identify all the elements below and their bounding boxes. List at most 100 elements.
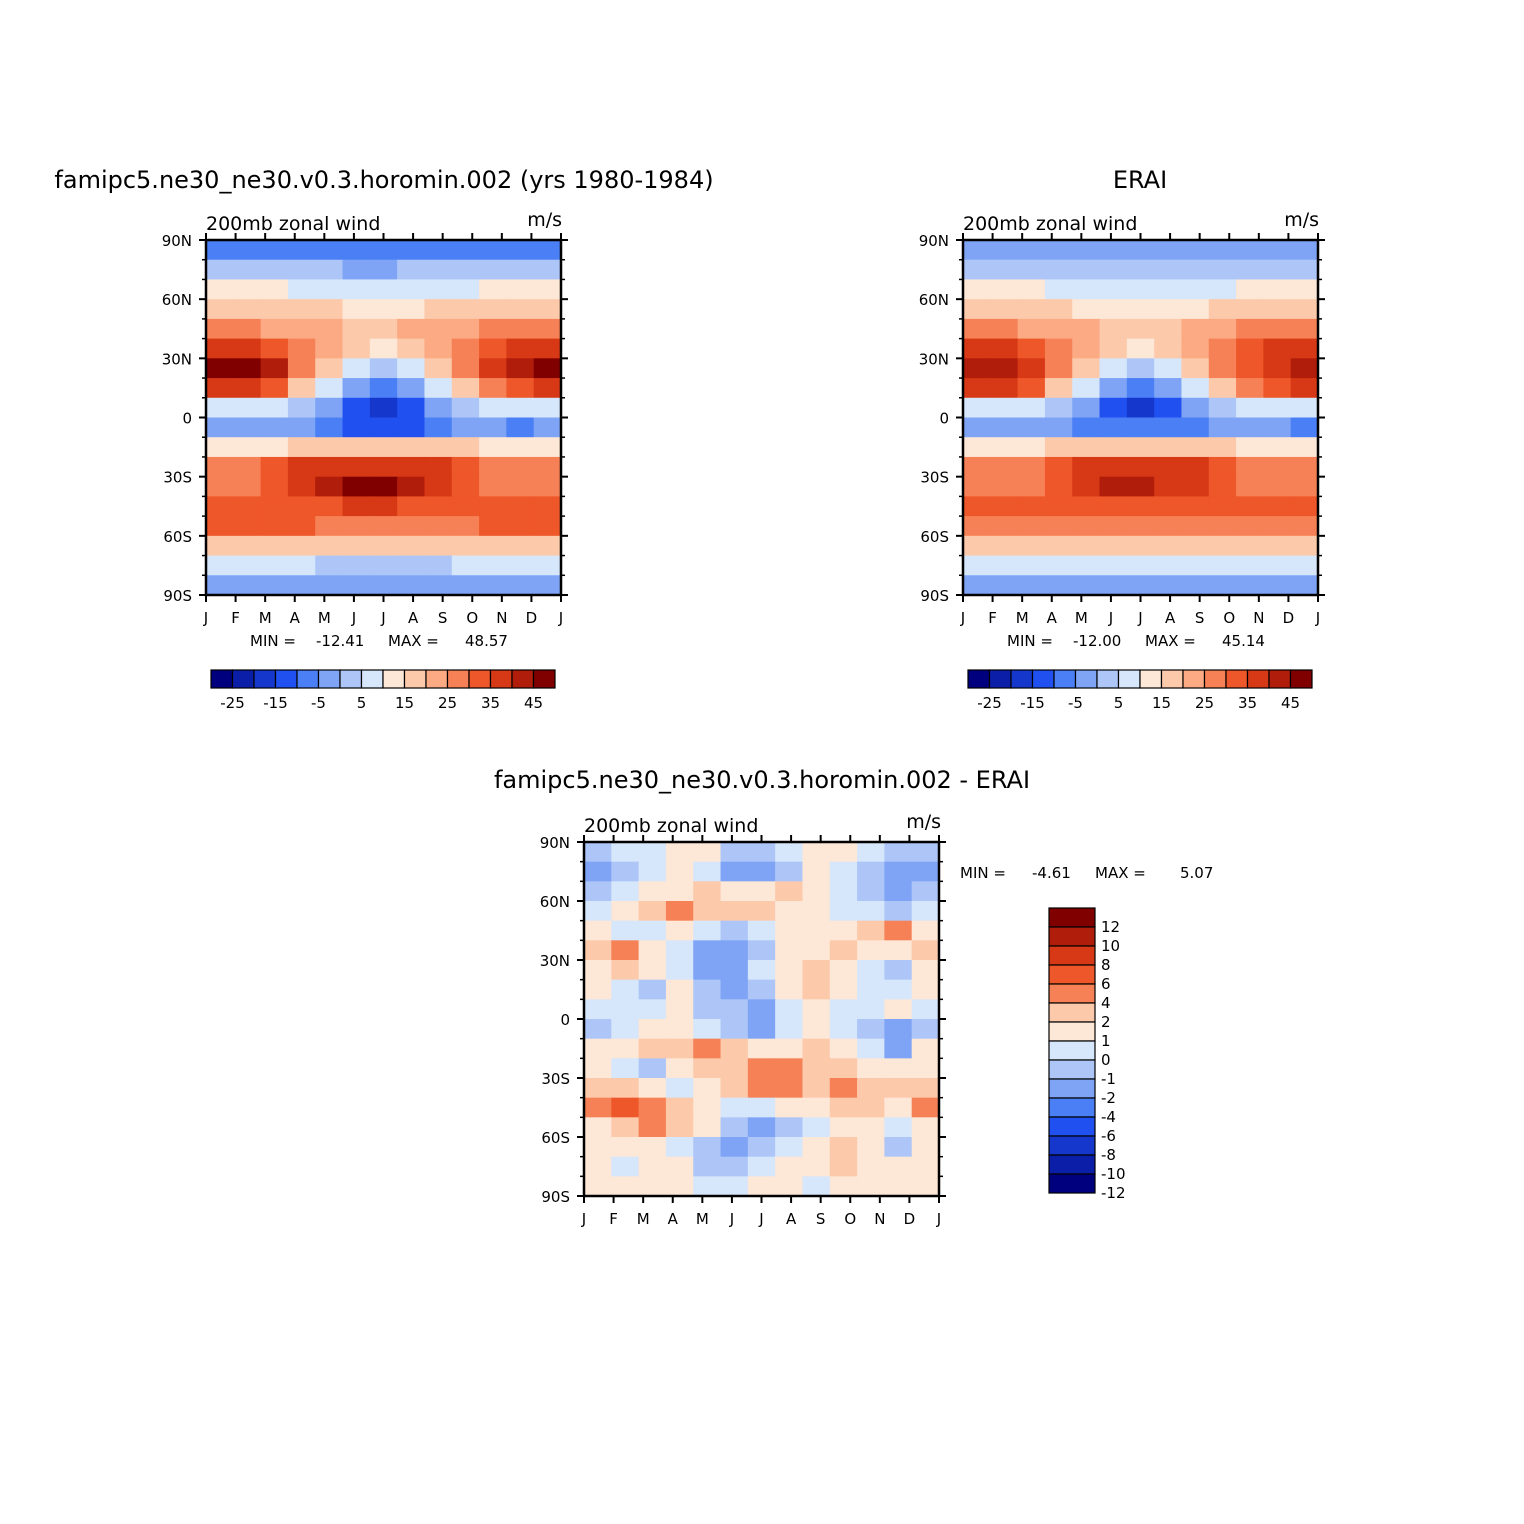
heat-cell <box>1044 378 1073 399</box>
heat-cell <box>884 940 913 961</box>
heat-cell <box>611 881 640 902</box>
heat-cell <box>1154 476 1183 497</box>
heat-cell <box>1126 555 1155 576</box>
heat-cell <box>1290 279 1319 300</box>
heat-cell <box>665 1137 694 1158</box>
x-tick-label: N <box>874 1210 885 1228</box>
heat-cell <box>1290 555 1319 576</box>
heat-cell <box>775 881 804 902</box>
heat-cell <box>638 1117 667 1138</box>
x-tick-label: D <box>904 1210 916 1228</box>
colorbar-box <box>988 669 1012 689</box>
heat-cell <box>342 338 371 359</box>
y-tick-label: 60N <box>919 291 949 309</box>
heat-cell <box>1236 575 1264 596</box>
heat-cell <box>451 318 480 340</box>
heat-cell <box>963 338 991 359</box>
model-stats: MIN = -12.41 MAX = 48.57 <box>250 632 508 650</box>
heat-cell <box>720 999 749 1020</box>
x-tick-label: F <box>231 609 240 627</box>
heat-cell <box>479 378 507 399</box>
heat-cell <box>1181 575 1210 596</box>
y-tick-label: 60N <box>162 291 192 309</box>
heat-cell <box>506 535 535 557</box>
heat-cell <box>233 279 262 300</box>
colorbar-box <box>339 669 363 689</box>
heat-cell <box>342 299 371 320</box>
x-tick-label: M <box>259 609 272 627</box>
colorbar-label: -6 <box>1101 1127 1116 1145</box>
heat-cell <box>1099 299 1128 320</box>
heat-cell <box>315 279 344 300</box>
x-tick-label: A <box>408 609 419 627</box>
colorbar-box <box>360 669 384 689</box>
heat-cell <box>963 259 991 281</box>
heat-cell <box>720 901 749 922</box>
heat-cell <box>1017 417 1046 438</box>
colorbar-box <box>253 669 277 689</box>
heat-cell <box>1263 516 1292 537</box>
heat-cell <box>911 1137 940 1158</box>
heat-cell <box>829 1137 858 1158</box>
heat-cell <box>963 299 991 320</box>
heat-cell <box>584 1097 612 1118</box>
heat-cell <box>1017 279 1046 300</box>
model-min-label: MIN = <box>250 632 296 650</box>
heat-cell <box>369 476 398 497</box>
heat-cell <box>451 378 480 399</box>
x-tick-label: M <box>696 1210 709 1228</box>
heat-cell <box>1181 417 1210 438</box>
heat-cell <box>287 535 316 557</box>
heat-cell <box>802 1156 831 1177</box>
heat-cell <box>233 397 262 419</box>
heat-cell <box>911 920 940 941</box>
heat-cell <box>665 960 694 981</box>
heat-cell <box>693 920 722 941</box>
heat-cell <box>260 240 289 261</box>
heat-cell <box>1181 555 1210 576</box>
heat-cell <box>451 575 480 596</box>
colorbar-label: 25 <box>438 694 457 712</box>
heat-cell <box>1236 279 1264 300</box>
heat-cell <box>720 1019 749 1040</box>
heat-cell <box>720 1137 749 1158</box>
heat-cell <box>584 1038 612 1059</box>
heat-cell <box>424 476 453 497</box>
heat-cell <box>665 1038 694 1059</box>
obs-min-label: MIN = <box>1007 632 1053 650</box>
heat-cell <box>584 1078 612 1099</box>
heat-cell <box>260 397 289 419</box>
heat-cell <box>1181 496 1210 517</box>
x-tick-label: A <box>290 609 301 627</box>
heat-cell <box>533 575 562 596</box>
heat-cell <box>342 279 371 300</box>
heat-cell <box>1044 555 1073 576</box>
heat-cell <box>1236 456 1264 478</box>
y-tick-label: 30N <box>540 952 570 970</box>
heat-cell <box>342 259 371 281</box>
heat-cell <box>397 476 426 497</box>
heat-cell <box>1263 476 1292 497</box>
x-tick-label: M <box>1075 609 1088 627</box>
colorbar-box <box>1182 669 1206 689</box>
heat-cell <box>911 901 940 922</box>
heat-cell <box>693 1058 722 1079</box>
heat-cell <box>584 901 612 922</box>
heat-cell <box>857 999 885 1020</box>
heat-cell <box>963 318 991 340</box>
heat-cell <box>911 1176 940 1197</box>
heat-cell <box>693 940 722 961</box>
heat-cell <box>1099 279 1128 300</box>
heat-cell <box>342 417 371 438</box>
heat-cell <box>665 1156 694 1177</box>
heat-cell <box>287 318 316 340</box>
heat-cell <box>1181 318 1210 340</box>
heat-cell <box>665 901 694 922</box>
heat-cell <box>1099 476 1128 497</box>
heat-cell <box>287 456 316 478</box>
obs-max-label: MAX = <box>1145 632 1196 650</box>
x-tick-label: M <box>318 609 331 627</box>
heat-cell <box>638 1019 667 1040</box>
heat-cell <box>1290 437 1319 458</box>
heat-cell <box>1099 555 1128 576</box>
